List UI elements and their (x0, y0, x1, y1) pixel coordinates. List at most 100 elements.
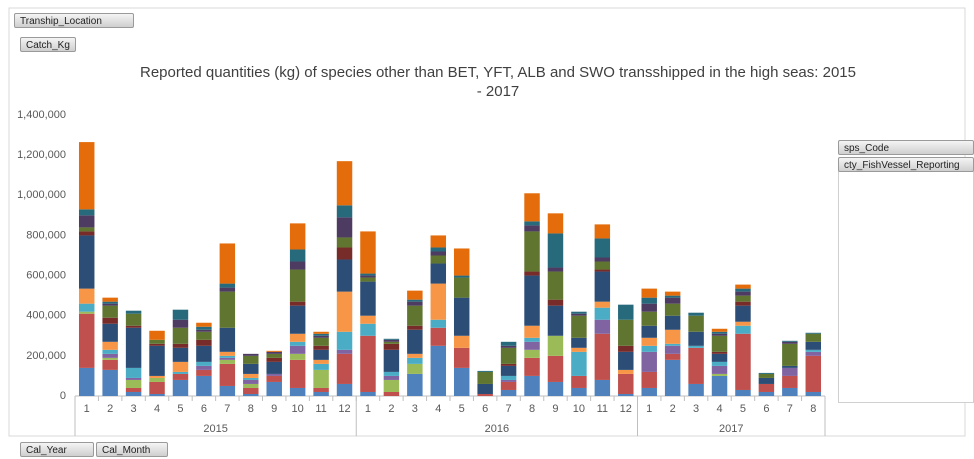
group-label: 2017 (719, 423, 743, 435)
bar-segment (125, 379, 142, 388)
bar-segment (571, 375, 587, 388)
bar-segment (383, 375, 400, 380)
bar-segment (758, 372, 775, 374)
bar-segment (289, 305, 306, 334)
bar-segment (664, 359, 681, 396)
bar-segment (594, 301, 611, 308)
bar-segment (78, 235, 95, 289)
bar-segment (196, 339, 212, 346)
bar-segment (360, 277, 376, 282)
bar-segment (782, 343, 798, 366)
bar-segment (383, 341, 400, 344)
bar-segment (313, 387, 329, 392)
bar-segment (243, 355, 259, 364)
bar-segment (641, 303, 657, 312)
bar-segment (594, 224, 611, 239)
x-tick-label: 10 (573, 403, 585, 415)
bar-segment (594, 261, 611, 270)
bar-segment (360, 231, 376, 274)
bar-segment (594, 257, 611, 262)
bar-segment (524, 193, 540, 222)
bar-segment (500, 347, 517, 364)
bar-segment (196, 365, 212, 370)
bar-segment (500, 345, 517, 348)
x-tick-label: 1 (365, 403, 371, 415)
bar-segment (453, 275, 470, 278)
x-tick-label: 2 (388, 403, 394, 415)
bar-segment (500, 341, 517, 346)
bar-segment (243, 387, 259, 394)
bar-segment (524, 357, 540, 376)
bar-segment (383, 371, 400, 376)
bar-segment (782, 375, 798, 388)
bar-segment (618, 373, 634, 394)
bar-segment (289, 269, 306, 302)
bar-segment (78, 215, 95, 228)
bar-segment (243, 377, 259, 380)
bar-segment (430, 255, 447, 264)
bar-segment (196, 331, 212, 340)
bar-segment (547, 335, 564, 356)
bar-segment (430, 251, 447, 256)
bar-segment (102, 297, 118, 302)
bar-segment (641, 387, 657, 396)
bar-segment (289, 341, 306, 346)
legend-field-button[interactable]: cty_FishVessel_Reporting (838, 157, 974, 172)
bar-segment (313, 333, 329, 336)
bar-segment (641, 297, 657, 304)
legend (838, 171, 974, 403)
bar-segment (78, 209, 95, 216)
bar-segment (805, 351, 822, 356)
bar-segment (219, 359, 236, 364)
bar-segment (594, 271, 611, 302)
bar-segment (571, 347, 587, 352)
bar-segment (289, 333, 306, 342)
bar-segment (711, 365, 728, 374)
filter-button[interactable]: Tranship_Location (14, 13, 134, 28)
y-tick-label: 1,000,000 (17, 189, 66, 201)
bar-segment (641, 337, 657, 346)
bar-segment (782, 341, 798, 344)
bar-segment (219, 283, 236, 288)
bar-segment (336, 161, 353, 206)
bar-segment (664, 343, 681, 346)
x-tick-label: 3 (131, 403, 137, 415)
bar-segment (172, 371, 189, 374)
bar-segment (641, 345, 657, 352)
bar-segment (618, 304, 634, 320)
bar-segment (711, 333, 728, 336)
bar-segment (360, 391, 376, 396)
bar-segment (477, 370, 493, 372)
bar-segment (336, 291, 353, 332)
bar-segment (711, 351, 728, 354)
bar-segment (383, 338, 400, 340)
bar-segment (125, 310, 142, 314)
legend-field-button[interactable]: sps_Code (838, 140, 974, 155)
bar-segment (289, 261, 306, 270)
bar-segment (313, 335, 329, 338)
bar-segment (407, 290, 423, 300)
bar-segment (289, 345, 306, 354)
axis-field-button[interactable]: Cal_Month (96, 442, 168, 457)
value-field-button[interactable]: Catch_Kg (20, 37, 76, 52)
bar-segment (547, 381, 564, 396)
bar-segment (289, 249, 306, 262)
bar-segment (313, 363, 329, 370)
bar-segment (407, 299, 423, 302)
bar-segment (664, 297, 681, 304)
bar-segment (688, 383, 704, 396)
bar-segment (266, 381, 282, 396)
bar-segment (149, 330, 165, 340)
bar-segment (758, 373, 775, 378)
axis-field-button[interactable]: Cal_Year (20, 442, 94, 457)
bar-segment (219, 287, 236, 292)
bar-segment (571, 315, 587, 338)
bar-segment (453, 297, 470, 336)
bar-segment (664, 345, 681, 354)
bar-segment (805, 391, 822, 396)
bar-segment (782, 365, 798, 368)
bar-segment (618, 351, 634, 370)
bar-segment (594, 269, 611, 272)
bar-segment (149, 345, 165, 376)
bar-segment (758, 391, 775, 396)
